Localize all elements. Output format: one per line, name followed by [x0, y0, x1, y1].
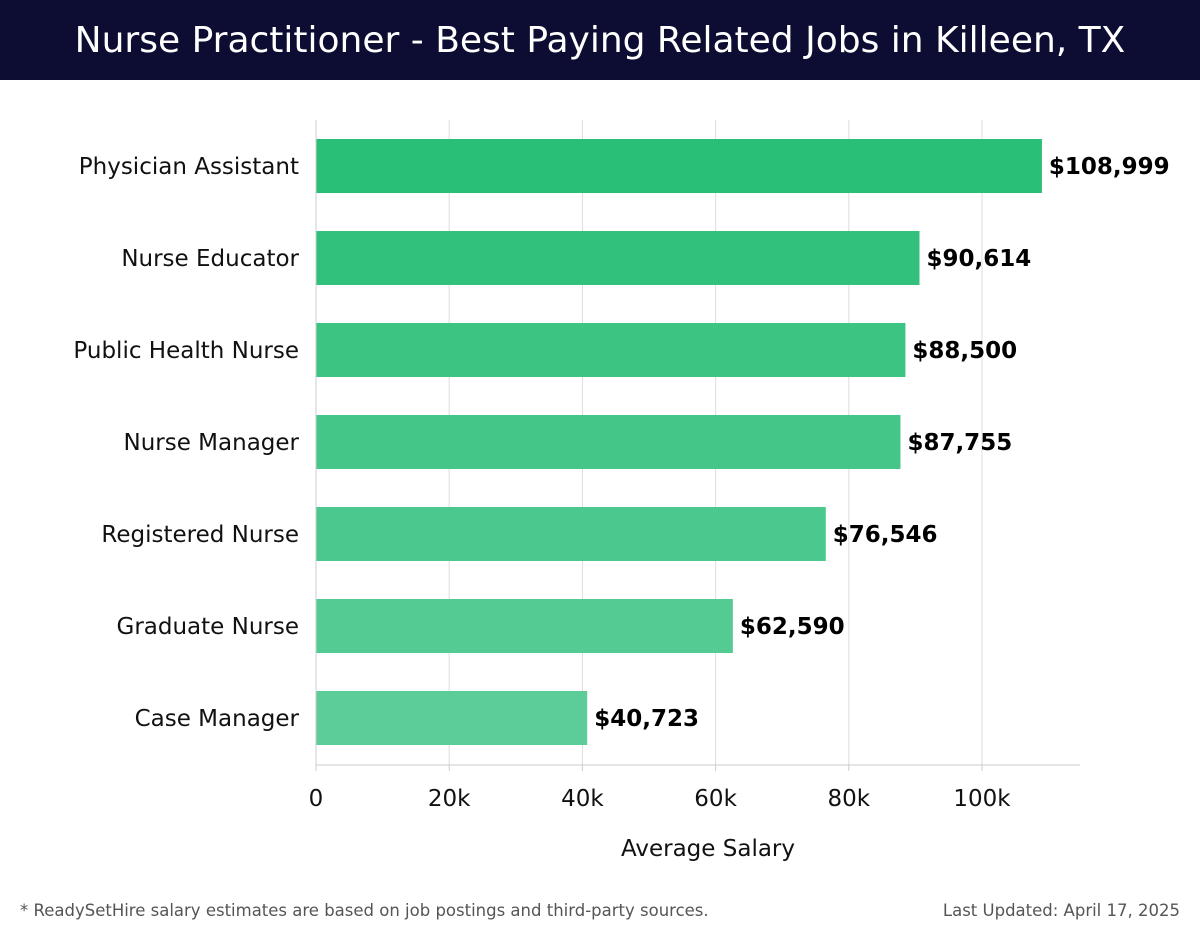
- category-label: Nurse Educator: [121, 246, 299, 272]
- x-tick-label: 20k: [428, 786, 471, 812]
- value-label: $88,500: [912, 338, 1017, 364]
- bars-layer: [316, 139, 1042, 745]
- bar: [316, 507, 826, 561]
- bar: [316, 691, 588, 745]
- x-tick-label: 100k: [953, 786, 1011, 812]
- value-label: $108,999: [1049, 154, 1170, 180]
- last-updated: Last Updated: April 17, 2025: [942, 901, 1180, 920]
- x-tick-label: 40k: [561, 786, 604, 812]
- x-tick-label: 0: [309, 786, 324, 812]
- footer-note: * ReadySetHire salary estimates are base…: [20, 901, 709, 920]
- value-label: $90,614: [926, 246, 1031, 272]
- category-label: Physician Assistant: [79, 154, 299, 180]
- category-label: Public Health Nurse: [73, 338, 299, 364]
- bar: [316, 231, 920, 285]
- bar: [316, 599, 733, 653]
- bar: [316, 323, 906, 377]
- bar: [316, 415, 901, 469]
- salary-bar-chart: Physician Assistant $108,999 Nurse Educato…: [73, 120, 1170, 862]
- category-label: Registered Nurse: [101, 522, 299, 548]
- x-axis-title: Average Salary: [621, 836, 795, 862]
- x-tick-label: 60k: [694, 786, 737, 812]
- value-label: $76,546: [833, 522, 938, 548]
- bar: [316, 139, 1042, 193]
- value-label: $87,755: [907, 430, 1012, 456]
- value-label: $40,723: [594, 706, 699, 732]
- value-label: $62,590: [740, 614, 845, 640]
- chart-title: Nurse Practitioner - Best Paying Related…: [74, 19, 1126, 61]
- axis-layer: 0 20k 40k 60k 80k 100k Average Salary: [309, 120, 1080, 862]
- x-tick-label: 80k: [828, 786, 871, 812]
- labels-layer: Physician Assistant $108,999 Nurse Educato…: [73, 154, 1169, 732]
- title-bar: Nurse Practitioner - Best Paying Related…: [0, 0, 1200, 80]
- category-label: Nurse Manager: [124, 430, 300, 456]
- category-label: Case Manager: [135, 706, 300, 732]
- category-label: Graduate Nurse: [117, 614, 300, 640]
